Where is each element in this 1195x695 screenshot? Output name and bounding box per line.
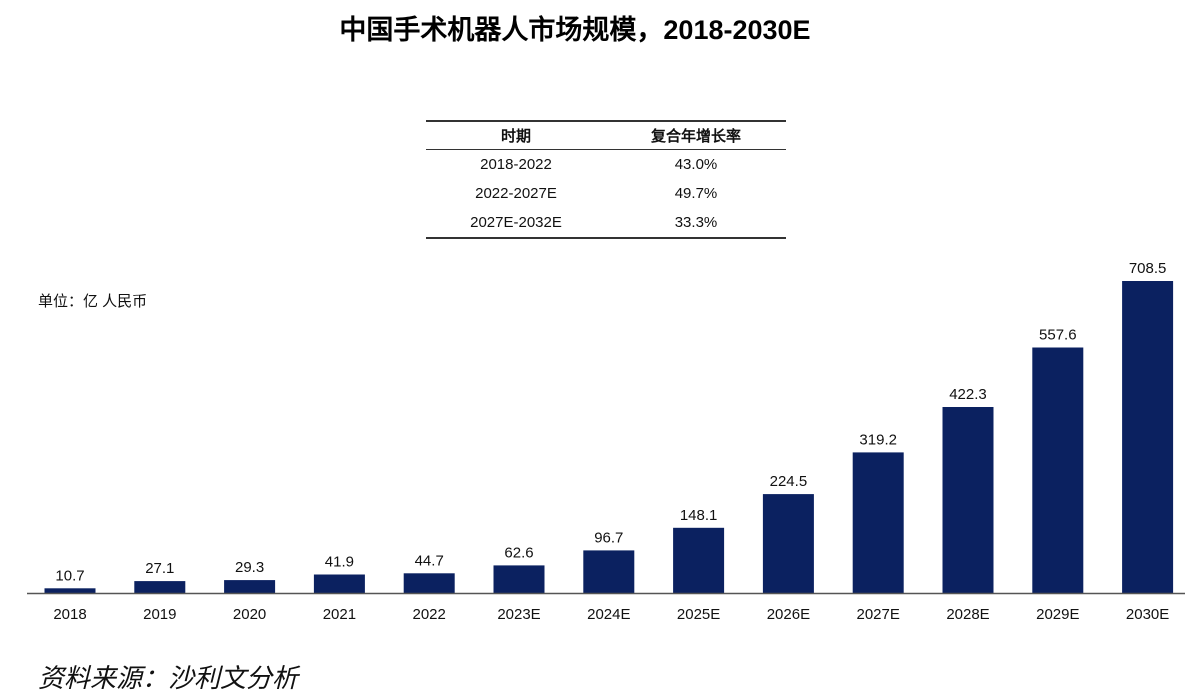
x-tick-label: 2024E [587, 606, 630, 623]
cagr-rate: 43.0% [674, 156, 718, 173]
cagr-rate: 49.7% [674, 185, 718, 202]
chart-title: 中国手术机器人市场规模，2018-2030E [339, 15, 811, 45]
bar [44, 588, 96, 593]
bar [1032, 347, 1084, 593]
bar [224, 580, 276, 593]
data-label: 224.5 [770, 473, 808, 490]
x-tick-label: 2025E [677, 606, 720, 623]
data-label: 148.1 [680, 507, 718, 524]
data-label: 557.6 [1039, 327, 1077, 344]
x-tick-label: 2027E [857, 606, 900, 623]
cagr-table: 时期 复合年增长率 2018-2022 43.0% 2022-2027E 49.… [426, 120, 786, 239]
cagr-period: 2022-2027E [475, 185, 557, 202]
data-label: 96.7 [594, 529, 623, 546]
bar [673, 527, 725, 593]
data-label: 41.9 [325, 554, 354, 571]
cagr-header-row: 时期 复合年增长率 [426, 120, 786, 150]
bar [134, 581, 186, 593]
table-row: 2027E-2032E 33.3% [426, 208, 786, 239]
source-note: 资料来源：沙利文分析 [38, 663, 299, 693]
bar [493, 565, 545, 593]
data-label: 44.7 [415, 552, 444, 569]
bar [1122, 281, 1174, 593]
x-tick-label: 2021 [323, 606, 356, 623]
bar [762, 494, 814, 593]
x-tick-label: 2022 [413, 606, 446, 623]
x-tick-label: 2018 [53, 606, 86, 623]
cagr-header-period: 时期 [426, 120, 606, 150]
x-tick-label: 2030E [1126, 606, 1169, 623]
x-tick-label: 2028E [946, 606, 989, 623]
cagr-rate: 33.3% [606, 208, 786, 239]
cagr-period: 2018-2022 [480, 156, 552, 173]
bar [313, 574, 365, 593]
bar [942, 407, 994, 593]
cagr-period: 2027E-2032E [426, 208, 606, 239]
x-tick-label: 2023E [497, 606, 540, 623]
data-label: 708.5 [1129, 260, 1167, 277]
x-tick-label: 2026E [767, 606, 810, 623]
data-label: 27.1 [145, 560, 174, 577]
cagr-header-rate: 复合年增长率 [606, 120, 786, 150]
data-label: 422.3 [949, 386, 987, 403]
data-label: 10.7 [55, 567, 84, 584]
bar [403, 573, 455, 593]
x-tick-label: 2029E [1036, 606, 1079, 623]
table-row: 2018-2022 43.0% [426, 150, 786, 180]
x-tick-label: 2019 [143, 606, 176, 623]
bar [852, 452, 904, 593]
unit-label: 单位：亿 人民币 [38, 293, 148, 310]
table-row: 2022-2027E 49.7% [426, 179, 786, 208]
data-label: 29.3 [235, 559, 264, 576]
bar [583, 550, 635, 593]
x-tick-label: 2020 [233, 606, 266, 623]
data-label: 62.6 [504, 544, 533, 561]
data-label: 319.2 [859, 431, 897, 448]
